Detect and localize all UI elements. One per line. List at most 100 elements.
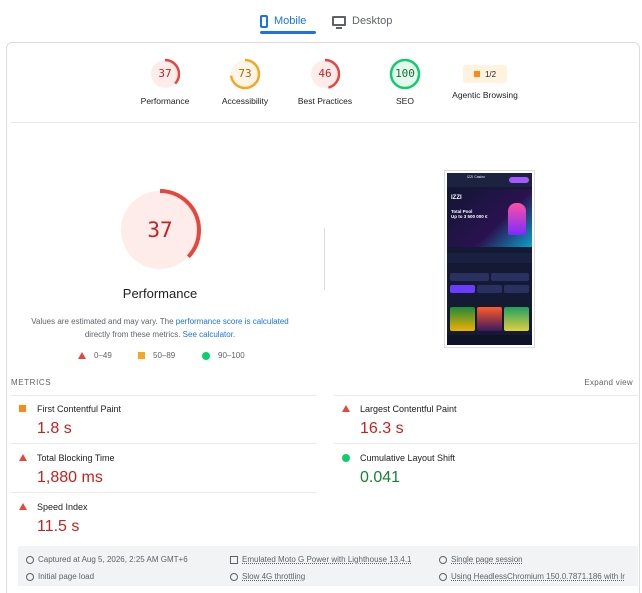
gauge-best-practices-ring	[309, 58, 341, 90]
legend-fail-range: 0–49	[94, 351, 112, 360]
see-calculator-link[interactable]: See calculator.	[182, 330, 236, 339]
performance-description: Values are estimated and may vary. The p…	[28, 315, 292, 341]
agentic-browsing-badge: 1/2	[463, 65, 507, 83]
metric-speed-index-name: Speed Index	[37, 502, 88, 512]
gauge-best-practices: 46	[309, 58, 341, 90]
metric-tbt-value: 1,880 ms	[37, 469, 103, 486]
screenshot-hero-figure	[508, 203, 526, 235]
gauge-seo: 100	[389, 58, 421, 90]
gauge-performance: 37	[149, 58, 181, 90]
gauge-accessibility-score: 73	[238, 67, 252, 80]
metric-divider	[11, 492, 316, 493]
screenshot-banner: IZZI Total Pool Up to 3 500 000 €	[447, 189, 532, 247]
screenshot-bottom-nav	[447, 335, 532, 345]
report-panel	[6, 42, 640, 593]
vertical-divider	[324, 228, 325, 290]
tab-desktop[interactable]: Desktop	[332, 8, 392, 34]
screenshot-image: IZZI Casino IZZI Total Pool Up to 3 500 0…	[447, 173, 532, 345]
gauge-performance-score: 37	[158, 67, 172, 80]
section-divider	[11, 122, 637, 123]
category-performance-label: Performance	[140, 96, 190, 106]
final-screenshot[interactable]: IZZI Casino IZZI Total Pool Up to 3 500 0…	[444, 170, 535, 348]
agentic-browsing-score: 1/2	[484, 69, 497, 79]
category-performance[interactable]: 37 Performance	[120, 58, 210, 106]
wifi-icon	[230, 572, 238, 581]
category-seo[interactable]: 100 SEO	[360, 58, 450, 106]
category-agentic-browsing-label: Agentic Browsing	[452, 90, 518, 100]
emulated-device-text: Emulated Moto G Power with Lighthouse 13…	[242, 555, 412, 564]
phone-icon	[260, 14, 268, 28]
fail-triangle-icon	[19, 454, 27, 461]
runtime-settings	[18, 546, 638, 586]
tab-mobile-label: Mobile	[274, 15, 307, 27]
screenshot-site-title: IZZI Casino	[467, 175, 486, 179]
expand-view-button[interactable]: Expand view	[584, 378, 633, 387]
captured-at-text: Captured at Aug 5, 2026, 2:25 AM GMT+6	[38, 555, 188, 564]
performance-title: Performance	[122, 286, 198, 301]
category-accessibility[interactable]: 73 Accessibility	[200, 58, 290, 106]
screenshot-tabs	[450, 273, 529, 281]
legend-pass: 90–100	[202, 351, 245, 360]
average-square-icon	[473, 71, 480, 77]
screenshot-banner-text: Total Pool Up to 3 500 000 €	[451, 209, 488, 219]
desc-mid: directly from these metrics.	[84, 330, 183, 339]
tab-desktop-label: Desktop	[352, 15, 393, 27]
metric-divider	[11, 395, 316, 396]
metric-lcp-name: Largest Contentful Paint	[360, 404, 457, 414]
pass-circle-icon	[202, 351, 210, 360]
screenshot-brands-strip	[447, 253, 532, 263]
network-throttling-text: Slow 4G throttling	[242, 572, 306, 581]
screenshot-logo: IZZI	[451, 195, 462, 201]
fail-triangle-icon	[342, 405, 350, 412]
average-square-icon	[138, 352, 145, 359]
gauge-seo-ring	[389, 58, 421, 90]
metric-speed-index-value: 11.5 s	[37, 518, 80, 535]
screenshot-chips	[450, 285, 529, 293]
performance-score-large: 37	[147, 218, 173, 242]
category-seo-label: SEO	[396, 96, 414, 106]
network-throttling[interactable]: Slow 4G throttling	[230, 572, 305, 581]
average-square-icon	[19, 405, 26, 412]
metric-cls-value: 0.041	[360, 469, 401, 486]
desc-prefix: Values are estimated and may vary. The	[31, 317, 176, 326]
initial-load-text: Initial page load	[38, 572, 95, 581]
browser-version[interactable]: Using HeadlessChromium 150.0.7871.186 wi…	[439, 572, 625, 581]
category-best-practices[interactable]: 46 Best Practices	[280, 58, 370, 106]
pass-circle-icon	[342, 454, 350, 462]
gauge-performance-ring	[149, 58, 181, 90]
laptop-icon	[230, 555, 238, 564]
tab-mobile[interactable]: Mobile	[260, 8, 306, 34]
metric-divider	[334, 443, 638, 444]
category-accessibility-label: Accessibility	[221, 96, 269, 106]
browser-version-text: Using HeadlessChromium 150.0.7871.186 wi…	[451, 572, 625, 581]
timer-icon	[26, 572, 34, 581]
session-icon	[439, 555, 447, 564]
score-calculated-link[interactable]: performance score is calculated	[175, 317, 289, 326]
screenshot-banner-line1: Total Pool	[451, 209, 473, 214]
gauge-seo-score: 100	[395, 67, 415, 80]
metric-divider	[334, 395, 638, 396]
metric-lcp-value: 16.3 s	[360, 420, 404, 437]
captured-at: Captured at Aug 5, 2026, 2:25 AM GMT+6	[26, 555, 188, 564]
metric-fcp-name: First Contentful Paint	[37, 404, 122, 414]
performance-gauge-ring	[119, 189, 201, 271]
page-session[interactable]: Single page session	[439, 555, 523, 564]
category-agentic-browsing[interactable]: 1/2 Agentic Browsing	[440, 58, 530, 100]
fail-triangle-icon	[78, 352, 86, 359]
gauge-best-practices-score: 46	[318, 67, 332, 80]
legend-pass-range: 90–100	[218, 351, 245, 360]
fail-triangle-icon	[19, 503, 27, 510]
page-session-text: Single page session	[451, 555, 523, 564]
gauge-accessibility: 73	[229, 58, 261, 90]
metric-tbt-name: Total Blocking Time	[37, 453, 115, 463]
category-best-practices-label: Best Practices	[297, 96, 353, 106]
legend-average-range: 50–89	[153, 351, 176, 360]
metric-fcp-value: 1.8 s	[37, 420, 72, 437]
screenshot-header: IZZI Casino	[447, 173, 532, 187]
metric-divider	[11, 443, 316, 444]
emulated-device[interactable]: Emulated Moto G Power with Lighthouse 13…	[230, 555, 411, 564]
performance-gauge-large: 37	[118, 188, 202, 272]
legend-average: 50–89	[138, 351, 175, 360]
initial-load: Initial page load	[26, 572, 94, 581]
browser-icon	[439, 572, 447, 581]
